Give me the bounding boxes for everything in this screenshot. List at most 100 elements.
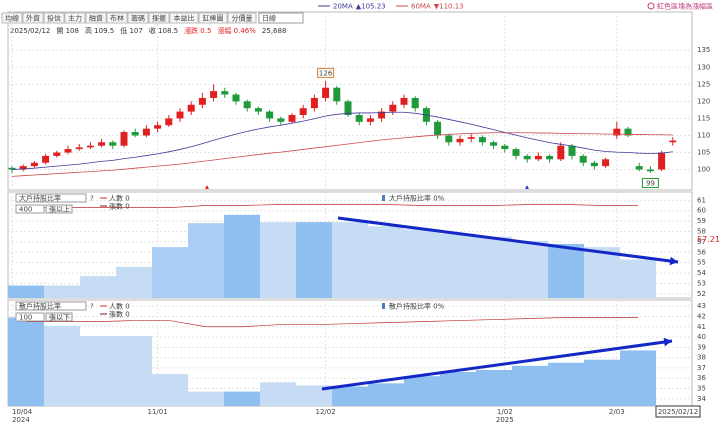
note-icon	[647, 2, 655, 10]
threshold-box[interactable]	[15, 204, 45, 214]
holding-bar	[584, 247, 620, 298]
candle-body	[344, 101, 352, 115]
y-tick-label: 100	[697, 166, 710, 174]
holding-bar	[476, 369, 512, 406]
y-tick-label: 35	[697, 385, 706, 393]
candle-body	[53, 152, 61, 156]
holding-bar	[404, 376, 440, 406]
x-tick-label: 10/04	[12, 408, 33, 416]
info-item: 25,688	[262, 27, 287, 35]
holding-bar	[512, 365, 548, 406]
candle-body	[210, 91, 218, 98]
legend-label: 大戶持股比率 0%	[389, 194, 445, 203]
x-tick-label: 1/02	[497, 408, 513, 416]
candle-body	[512, 149, 520, 156]
threshold-box[interactable]	[15, 312, 45, 322]
y-tick-label: 41	[697, 323, 706, 331]
count-line	[26, 317, 638, 328]
candle-body	[165, 118, 173, 126]
candle-body	[277, 118, 285, 122]
holding-bar	[332, 222, 368, 298]
holding-bar	[548, 243, 584, 298]
holding-bar	[440, 372, 476, 406]
note: 紅色區塊為漲幅區	[657, 2, 713, 11]
candle-body	[254, 108, 262, 112]
unit: 張以下	[49, 314, 70, 322]
legend-label: 60MA	[411, 3, 431, 11]
tab-label: 揮擺	[152, 14, 166, 23]
tab[interactable]	[227, 12, 257, 24]
info-item: 漲跌 0.5	[184, 26, 211, 35]
tab-label: 外資	[26, 14, 40, 23]
unit-box[interactable]	[45, 312, 73, 322]
marker	[525, 185, 529, 189]
period-select[interactable]	[258, 12, 304, 24]
tab[interactable]	[85, 12, 107, 24]
holding-bar	[116, 336, 152, 406]
legend-value: ▲105.23	[356, 3, 386, 11]
selector-label: 大戶持股比率	[19, 194, 61, 203]
candle-body	[221, 91, 229, 95]
candle-body	[646, 169, 654, 172]
holding-bar	[152, 374, 188, 406]
holding-bar	[44, 285, 80, 298]
annotation: 126	[319, 69, 333, 77]
selector[interactable]	[15, 301, 87, 311]
candle-body	[411, 97, 419, 109]
y-tick-label: 58	[697, 227, 706, 235]
tab[interactable]	[106, 12, 128, 24]
trend-arrow	[337, 216, 679, 264]
tab-label: 布林	[110, 14, 124, 23]
candle-body	[546, 155, 554, 160]
holding-bar	[8, 317, 44, 406]
y-tick-label: 53	[697, 279, 706, 287]
tab[interactable]	[169, 12, 199, 24]
candle-body	[310, 97, 318, 109]
y-tick-label: 115	[697, 114, 710, 122]
info-item: 高 109.5	[85, 26, 114, 35]
candle-body	[355, 115, 363, 122]
candle-body	[30, 162, 38, 167]
candle-body	[669, 140, 677, 143]
candle-body	[187, 104, 195, 112]
holding-bar	[296, 222, 332, 298]
candle-body	[467, 137, 475, 139]
tab[interactable]	[198, 12, 228, 24]
x-tick-label: 2/03	[609, 408, 625, 416]
candle-body	[579, 155, 587, 163]
tab-label: 主力	[68, 14, 82, 23]
candle-body	[333, 87, 341, 102]
x-tick-label: 11/01	[148, 408, 168, 416]
candle-body	[658, 152, 666, 170]
tab[interactable]	[43, 12, 65, 24]
holding-bar	[512, 240, 548, 298]
holding-bar	[260, 222, 296, 298]
holding-bar	[404, 229, 440, 298]
holding-bar	[188, 223, 224, 298]
current-value: 57.21	[697, 235, 720, 244]
arrow-head	[663, 337, 672, 347]
candle-body	[232, 94, 240, 102]
candle-body	[176, 111, 184, 119]
unit-box[interactable]	[45, 204, 73, 214]
y-tick-label: 57	[697, 238, 706, 246]
candle-body	[42, 155, 50, 163]
tab[interactable]	[64, 12, 86, 24]
x-tick-label: 12/02	[316, 408, 336, 416]
legend-swatch	[382, 303, 385, 309]
candle-body	[557, 145, 565, 160]
tab[interactable]	[22, 12, 44, 24]
candle-body	[19, 166, 27, 170]
period-label: 日線	[262, 14, 276, 23]
candle-body	[142, 128, 150, 136]
holding-bar	[80, 336, 116, 406]
selector[interactable]	[15, 193, 87, 203]
y-tick-label: 130	[697, 63, 710, 71]
tab[interactable]	[127, 12, 149, 24]
arrow-head	[669, 256, 678, 266]
candle-body	[389, 104, 397, 112]
candle-body	[98, 142, 106, 146]
help: ?	[90, 195, 94, 203]
tab[interactable]	[148, 12, 170, 24]
